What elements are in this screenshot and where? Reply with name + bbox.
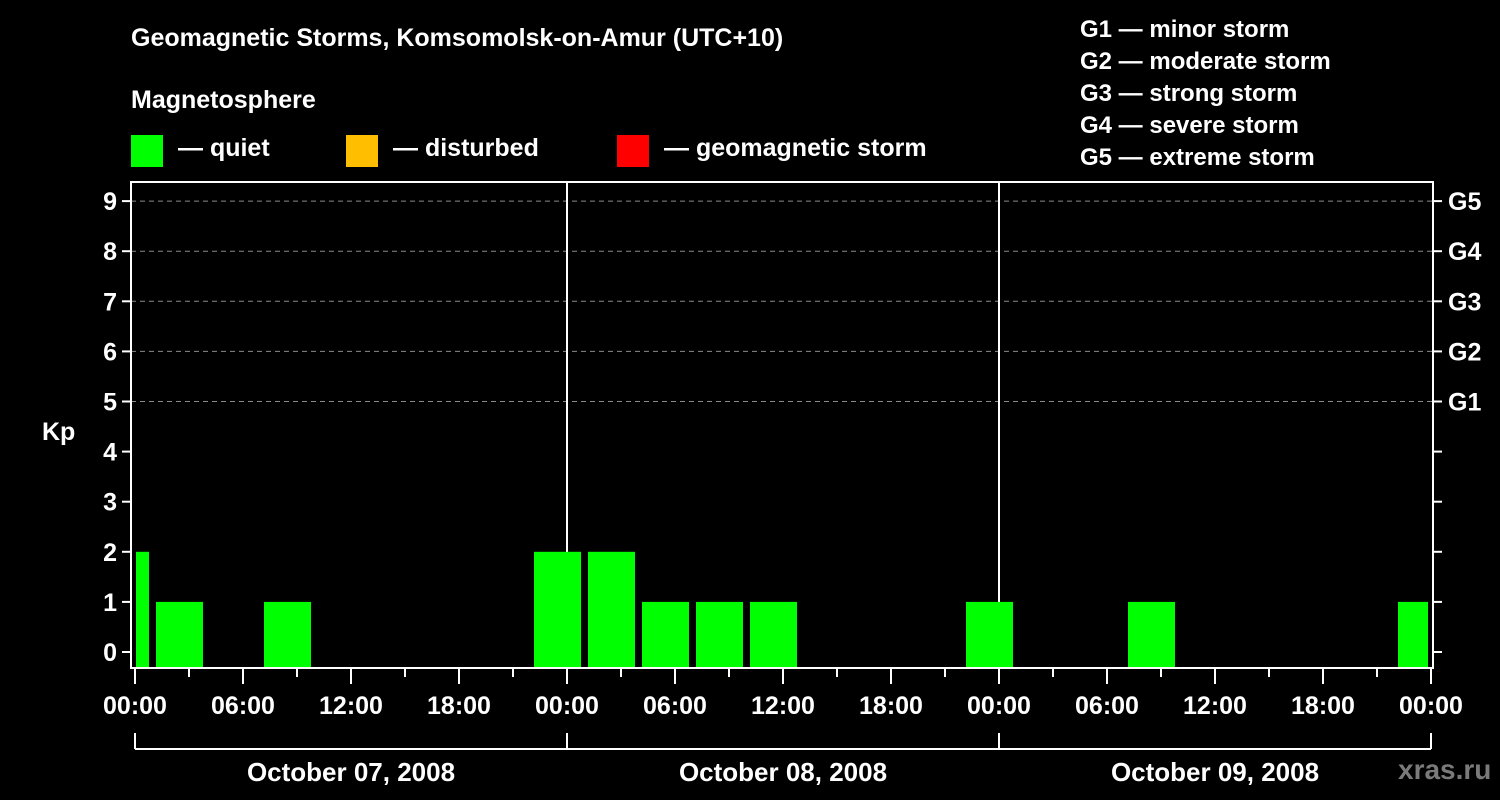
y-tick-label: 6 xyxy=(103,338,117,366)
x-tick-label: 06:00 xyxy=(211,692,275,720)
kp-bar xyxy=(642,601,689,667)
g-scale-label: G1 xyxy=(1448,389,1481,417)
legend-item-storm: — geomagnetic storm xyxy=(617,134,927,167)
plot-border xyxy=(130,181,1434,669)
g-scale-label: G5 xyxy=(1448,188,1481,216)
storm-scale-g2: G2 — moderate storm xyxy=(1080,48,1331,75)
disturbed-swatch-icon xyxy=(346,135,378,167)
watermark: xras.ru xyxy=(1398,754,1492,785)
storm-scale-g4: G4 — severe storm xyxy=(1080,112,1299,139)
y-tick-label: 8 xyxy=(103,238,117,266)
g-scale-label: G3 xyxy=(1448,288,1481,316)
x-tick-label: 00:00 xyxy=(103,692,167,720)
kp-bar xyxy=(588,551,635,667)
y-tick-label: 4 xyxy=(103,439,117,467)
x-axis: 00:00 06:00 12:00 18:00 00:00 06:00 12:00 18:00… xyxy=(103,668,1463,720)
x-tick-label: 00:00 xyxy=(967,692,1031,720)
storm-scale-g5: G5 — extreme storm xyxy=(1080,144,1315,171)
x-tick-label: 12:00 xyxy=(751,692,815,720)
x-tick-label: 00:00 xyxy=(1399,692,1463,720)
legend-item-quiet: — quiet xyxy=(131,134,270,167)
kp-bar xyxy=(136,551,149,667)
x-tick-label: 06:00 xyxy=(643,692,707,720)
quiet-swatch-icon xyxy=(131,135,163,167)
y-tick-label: 9 xyxy=(103,188,117,216)
y-tick-label: 1 xyxy=(103,589,117,617)
legend-label: — disturbed xyxy=(393,134,539,162)
g-scale-label: G2 xyxy=(1448,338,1481,366)
legend-label: — geomagnetic storm xyxy=(664,134,927,162)
y-tick-label: 0 xyxy=(103,639,117,667)
kp-bar xyxy=(264,601,311,667)
x-tick-label: 12:00 xyxy=(319,692,383,720)
y-tick-label: 7 xyxy=(103,288,117,316)
x-tick-label: 18:00 xyxy=(427,692,491,720)
y-axis: 0 1 2 3 4 5 6 7 8 9 xyxy=(103,188,131,667)
day-brackets: October 07, 2008 October 08, 2008 October … xyxy=(134,733,1432,787)
kp-bar xyxy=(750,601,797,667)
storm-scale-g1: G1 — minor storm xyxy=(1080,16,1290,43)
x-tick-label: 12:00 xyxy=(1183,692,1247,720)
legend-label: — quiet xyxy=(178,134,270,162)
storm-scale-g3: G3 — strong storm xyxy=(1080,80,1298,107)
day-label: October 09, 2008 xyxy=(1111,757,1319,787)
kp-bar xyxy=(696,601,743,667)
legend-item-disturbed: — disturbed xyxy=(346,134,539,167)
x-tick-label: 18:00 xyxy=(859,692,923,720)
g-scale-axis: G1 G2 G3 G4 G5 xyxy=(1433,188,1481,653)
x-tick-label: 06:00 xyxy=(1075,692,1139,720)
g-scale-label: G4 xyxy=(1448,238,1481,266)
kp-bar xyxy=(534,551,581,667)
day-label: October 08, 2008 xyxy=(679,757,887,787)
storm-swatch-icon xyxy=(617,135,649,167)
kp-bar xyxy=(156,601,203,667)
day-label: October 07, 2008 xyxy=(247,757,455,787)
chart-subtitle: Magnetosphere xyxy=(131,86,316,114)
kp-bar xyxy=(1128,601,1175,667)
plot-frame xyxy=(130,181,1434,669)
x-tick-label: 00:00 xyxy=(535,692,599,720)
x-tick-label: 18:00 xyxy=(1291,692,1355,720)
y-axis-label: Kp xyxy=(42,418,75,446)
y-tick-label: 3 xyxy=(103,489,117,517)
kp-bar xyxy=(966,601,1013,667)
kp-bar xyxy=(1398,601,1428,667)
gridlines xyxy=(131,182,1433,668)
y-tick-label: 5 xyxy=(103,389,117,417)
chart-title: Geomagnetic Storms, Komsomolsk-on-Amur (… xyxy=(131,24,784,52)
y-tick-label: 2 xyxy=(103,539,117,567)
storm-scale-legend: G1 — minor storm G2 — moderate storm G3 … xyxy=(1080,14,1331,174)
kp-bars xyxy=(136,551,1428,667)
